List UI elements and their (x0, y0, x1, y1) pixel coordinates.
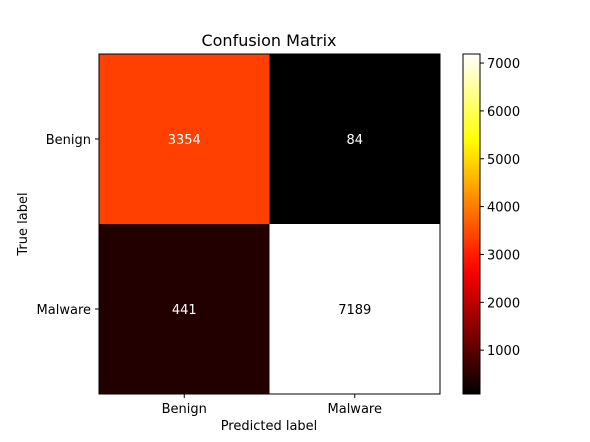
x-tick-label: Benign (162, 402, 207, 417)
x-axis-label: Predicted label (221, 419, 318, 434)
colorbar-tick-label: 5000 (487, 153, 520, 168)
plot-frame (98, 53, 441, 395)
heatmap-cell (269, 224, 440, 394)
heatmap-cells: 3354 84 441 7189 (99, 54, 440, 394)
y-axis-label: True label (16, 192, 31, 256)
colorbar (462, 53, 481, 395)
colorbar-tick-label: 2000 (487, 296, 520, 311)
colorbar-tick-label: 4000 (487, 201, 520, 216)
y-tick-label: Benign (46, 133, 91, 148)
y-axis: Benign Malware (37, 133, 99, 318)
colorbar-ticks: 1000 2000 3000 4000 5000 6000 7000 (480, 57, 520, 359)
cell-value-label: 84 (346, 133, 363, 148)
colorbar-tick-label: 7000 (487, 57, 520, 72)
heatmap-cell (269, 54, 440, 224)
colorbar-tick-label: 3000 (487, 248, 520, 263)
colorbar-tick-label: 1000 (487, 344, 520, 359)
cell-value-label: 3354 (168, 133, 201, 148)
heatmap-cell (99, 224, 270, 394)
cell-value-label: 441 (172, 303, 197, 318)
y-tick-label: Malware (37, 303, 91, 318)
cell-value-label: 7189 (338, 303, 371, 318)
chart-title: Confusion Matrix (201, 31, 336, 50)
x-axis: Benign Malware (162, 394, 382, 417)
colorbar-tick-label: 6000 (487, 105, 520, 120)
heatmap-cell (99, 54, 270, 224)
x-tick-label: Malware (328, 402, 382, 417)
